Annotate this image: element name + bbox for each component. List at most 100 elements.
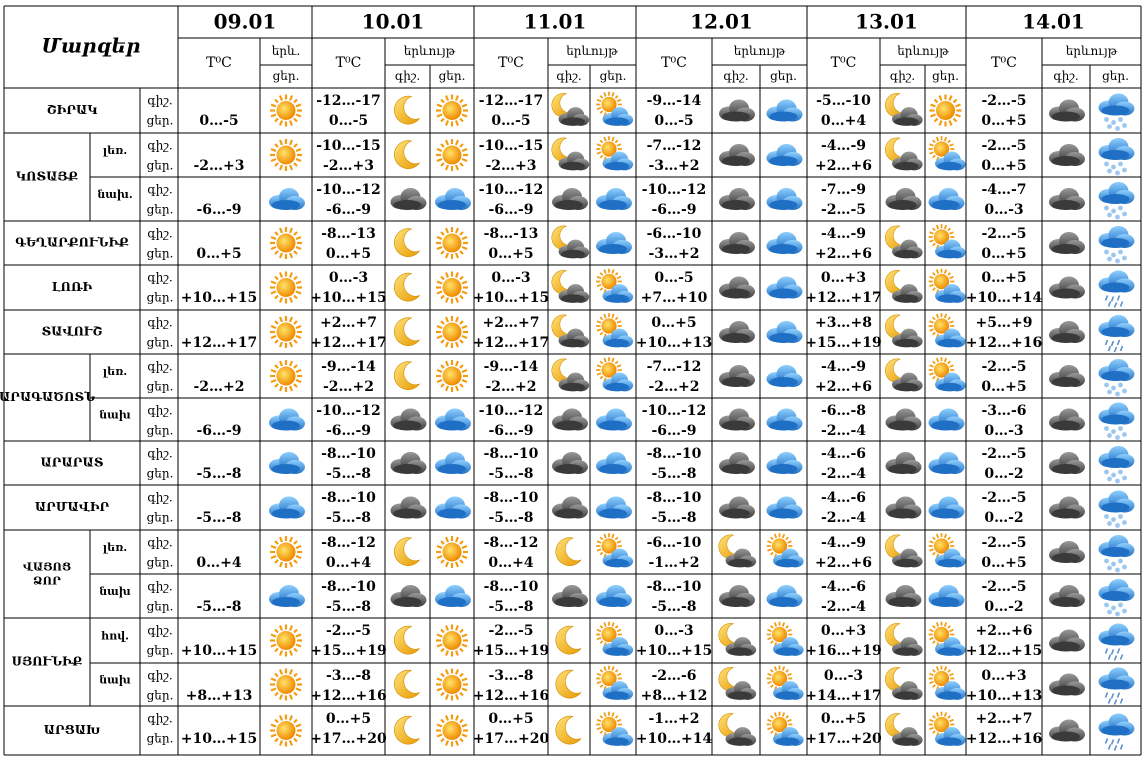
temp-night: -10…-12	[479, 182, 544, 198]
temp-day: +10…+15	[181, 731, 257, 747]
temp-night: -3…-8	[326, 668, 371, 684]
weather-icon	[596, 622, 633, 656]
temp-day: +17…+20	[473, 731, 550, 747]
weather-icon	[1099, 138, 1135, 175]
night-label: գիշ.	[147, 669, 172, 683]
day-label: ցեր.	[147, 159, 174, 173]
phen-header: երևույթ	[734, 44, 786, 58]
region-name: ՍՅՈՒՆԻՔ	[12, 655, 83, 669]
temp-night: +2…+7	[483, 315, 540, 331]
weather-icon	[596, 497, 632, 519]
weather-icon	[1099, 668, 1135, 705]
weather-icon	[435, 497, 471, 519]
weather-icon	[596, 452, 632, 474]
weather-icon	[596, 188, 632, 210]
temp-day: 0…+5	[981, 113, 1026, 129]
region-name: ՇԻՐԱԿ	[47, 103, 98, 117]
weather-icon	[269, 188, 305, 210]
weather-icon	[767, 666, 804, 700]
weather-icon	[596, 533, 633, 567]
temp-day: 0…-5	[654, 113, 693, 129]
temp-day: 0…+4	[196, 555, 241, 571]
weather-icon	[885, 623, 922, 656]
weather-icon	[394, 96, 419, 124]
day-label: ցեր.	[147, 291, 174, 305]
weather-icon	[767, 232, 803, 254]
weather-icon	[1099, 226, 1135, 263]
night-label: գիշ.	[147, 447, 172, 461]
temp-day: 0…-5	[199, 113, 238, 129]
temp-night: -2…-6	[651, 668, 696, 684]
weather-icon	[391, 585, 427, 607]
temp-night: -4…-6	[821, 446, 866, 462]
weather-icon	[929, 269, 966, 303]
weather-icon	[394, 538, 419, 566]
temp-night: -2…-5	[981, 226, 1026, 242]
temp-night: -4…-6	[821, 579, 866, 595]
sub-region: լեռ.	[103, 365, 127, 378]
temp-night: -2…-5	[981, 490, 1026, 506]
weather-icon	[270, 536, 302, 568]
weather-icon	[719, 100, 755, 122]
weather-icon	[767, 585, 803, 607]
weather-icon	[552, 138, 589, 171]
night-header: գիշ.	[556, 69, 581, 83]
temp-day: -6…-9	[488, 423, 533, 439]
region-name: ԿՈՏԱՅՔ	[16, 170, 79, 184]
weather-icon	[1049, 720, 1085, 742]
temp-day: -2…-5	[821, 202, 866, 218]
sub-region: նախ	[99, 585, 131, 598]
weather-icon	[719, 188, 755, 210]
sub-region: նախ.	[97, 188, 132, 201]
sub-region: հով.	[101, 630, 129, 643]
temp-day: -5…-8	[651, 510, 696, 526]
header-title: Մարզեր	[42, 34, 141, 58]
temp-day: 0…+5	[981, 555, 1026, 571]
weather-icon	[436, 95, 468, 127]
temp-day: +2…+6	[815, 555, 872, 571]
temp-day: -5…-8	[651, 466, 696, 482]
temp-night: -2…-5	[326, 623, 371, 639]
day-label: ցեր.	[147, 247, 174, 261]
temp-day: +12…+16	[966, 731, 1042, 747]
weather-icon	[885, 226, 922, 259]
temp-night: -3…-8	[488, 668, 533, 684]
weather-icon	[270, 227, 302, 259]
weather-icon	[767, 144, 803, 166]
temp-day: +10…+15	[181, 643, 257, 659]
night-header: գիշ.	[723, 69, 748, 83]
temp-night: +2…+7	[320, 315, 377, 331]
region-name: ԱՐԱՐԱՏ	[40, 456, 103, 470]
day-label: ցեր.	[147, 336, 174, 350]
temp-day: +10…+15	[181, 290, 257, 306]
weather-icon	[719, 365, 755, 387]
weather-icon	[552, 359, 589, 392]
weather-icon	[1049, 100, 1085, 122]
phen-header: երևույթ	[404, 44, 456, 58]
weather-icon	[929, 666, 966, 700]
weather-icon	[719, 623, 756, 656]
weather-icon	[929, 585, 965, 607]
temp-night: 0…+5	[821, 711, 866, 727]
temp-night: 0…-3	[654, 623, 693, 639]
sub-region: լեռ.	[103, 144, 127, 157]
temp-day: 0…+5	[981, 379, 1026, 395]
temp-night: -8…-12	[484, 535, 539, 551]
weather-icon	[436, 316, 468, 348]
weather-icon	[767, 452, 803, 474]
temp-night: 0…+5	[488, 711, 533, 727]
day-label: ցեր.	[147, 467, 174, 481]
temp-day: -1…+2	[648, 555, 699, 571]
weather-icon	[767, 497, 803, 519]
night-header: գիշ.	[1053, 69, 1078, 83]
day-header: ցեր.	[932, 69, 959, 83]
night-label: գիշ.	[147, 536, 172, 550]
weather-icon	[929, 313, 966, 347]
temp-night: -10…-12	[479, 403, 544, 419]
temp-night: -2…-5	[981, 535, 1026, 551]
date-header: 14.01	[1022, 10, 1085, 34]
weather-icon	[1049, 630, 1085, 652]
weather-icon	[436, 227, 468, 259]
day-label: ցեր.	[147, 424, 174, 438]
temp-day: -5…-8	[488, 599, 533, 615]
